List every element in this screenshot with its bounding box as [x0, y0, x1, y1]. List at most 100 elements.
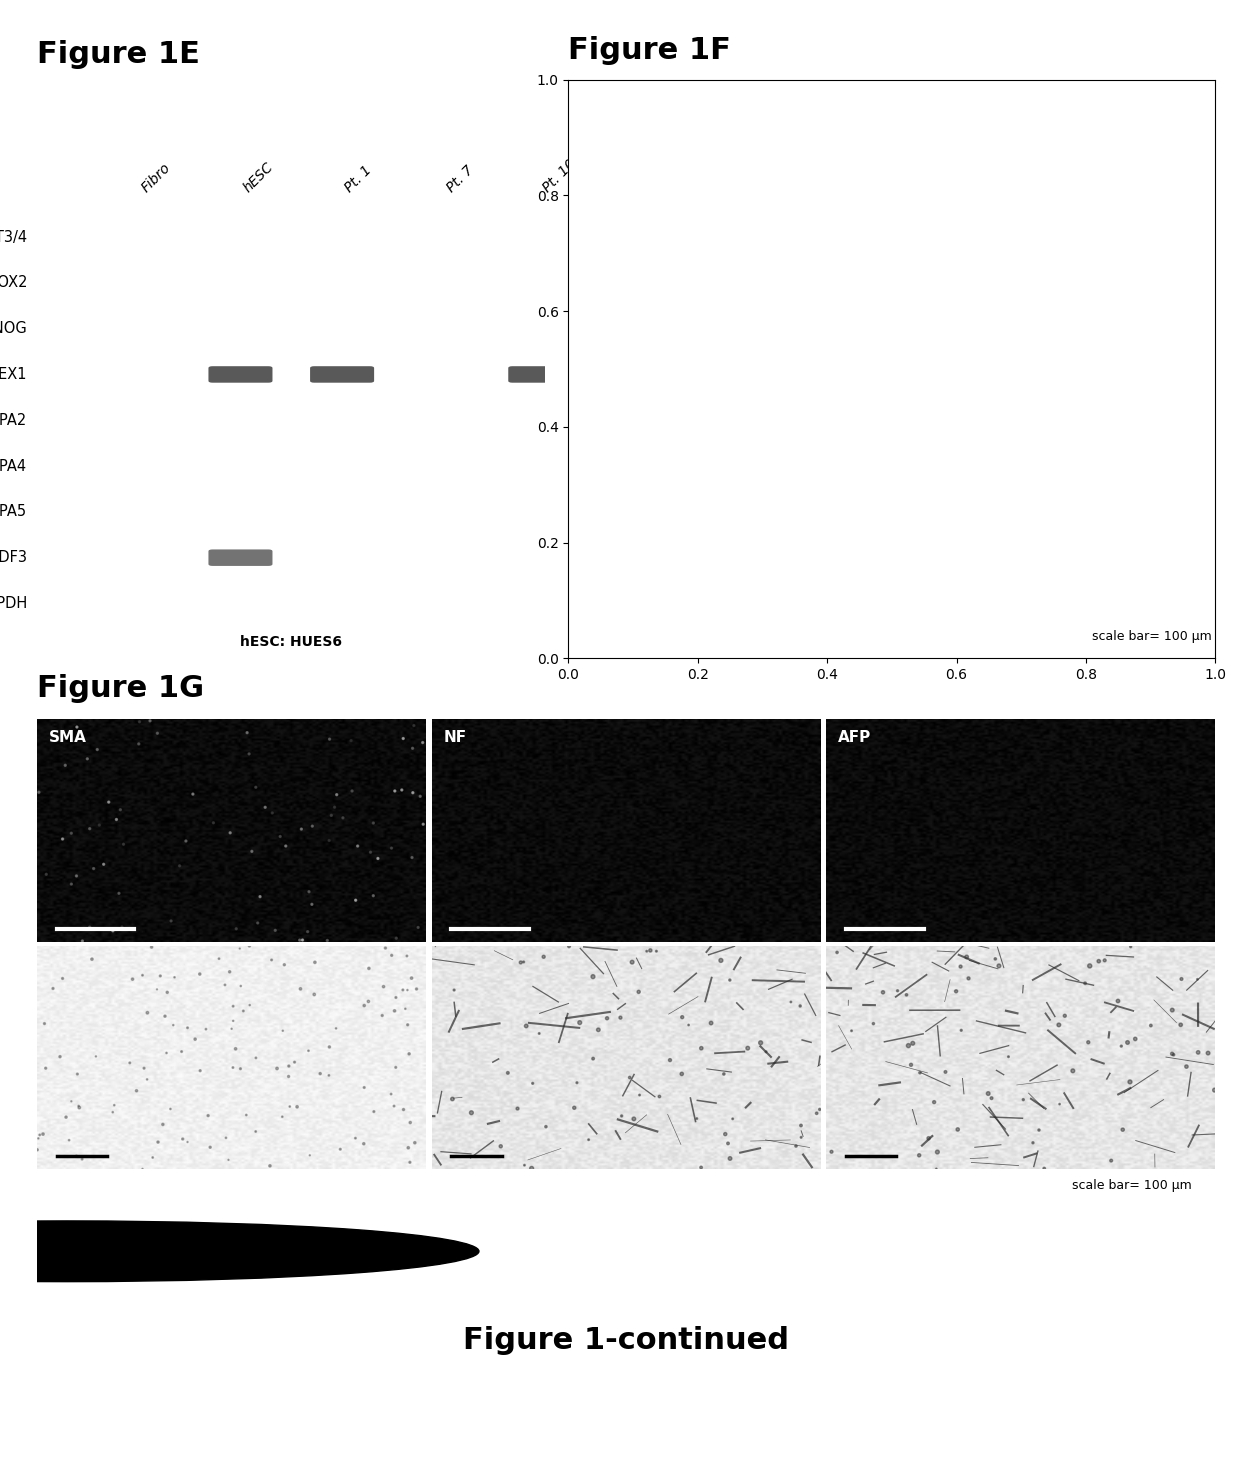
Point — [1081, 304, 1101, 328]
Point — [1101, 163, 1121, 187]
Point — [1145, 581, 1164, 605]
Point — [1148, 523, 1168, 547]
Point — [1148, 556, 1168, 580]
Point — [618, 500, 637, 523]
Point — [622, 500, 642, 523]
Point — [662, 203, 682, 227]
Point — [663, 365, 683, 389]
Point — [645, 356, 665, 380]
Point — [564, 1096, 584, 1120]
Point — [657, 181, 677, 205]
Point — [1114, 436, 1133, 460]
Point — [666, 350, 686, 374]
Point — [1118, 397, 1138, 421]
Point — [1122, 383, 1142, 406]
Point — [662, 377, 682, 400]
Point — [1121, 222, 1141, 246]
Point — [1138, 608, 1158, 632]
Point — [630, 176, 650, 200]
Point — [1106, 111, 1126, 135]
Point — [1059, 176, 1079, 200]
Point — [1064, 168, 1084, 191]
Point — [1037, 316, 1056, 340]
Point — [1089, 368, 1109, 392]
Point — [696, 341, 715, 365]
Point — [317, 928, 337, 952]
Point — [107, 808, 126, 832]
Point — [1106, 160, 1126, 184]
Point — [639, 523, 658, 547]
Point — [620, 347, 640, 371]
Point — [1104, 561, 1123, 584]
Point — [1105, 316, 1125, 340]
Point — [650, 217, 670, 240]
Point — [677, 371, 697, 394]
Text: NANOG: NANOG — [577, 87, 631, 101]
Point — [1168, 328, 1188, 351]
Point — [640, 162, 660, 185]
Point — [618, 185, 637, 209]
Point — [1107, 190, 1127, 214]
Point — [1079, 329, 1099, 353]
Point — [1117, 105, 1137, 129]
Point — [1123, 360, 1143, 384]
Point — [689, 350, 709, 374]
Point — [1116, 346, 1136, 369]
Point — [1094, 359, 1114, 383]
Point — [1102, 540, 1122, 564]
Point — [639, 172, 658, 196]
Point — [1111, 110, 1131, 133]
Point — [1101, 228, 1121, 252]
Point — [1107, 365, 1127, 389]
Point — [653, 369, 673, 393]
Point — [1094, 172, 1114, 196]
Point — [615, 509, 635, 532]
Point — [1099, 389, 1118, 412]
Text: Merge: Merge — [1011, 282, 1058, 294]
Point — [1158, 581, 1178, 605]
Point — [1097, 159, 1117, 182]
Point — [1089, 949, 1109, 973]
Point — [1116, 329, 1136, 353]
Point — [1101, 392, 1121, 415]
Point — [590, 347, 610, 371]
Point — [150, 964, 170, 988]
Point — [1106, 197, 1126, 221]
Point — [635, 521, 655, 544]
Point — [1050, 119, 1070, 142]
Point — [629, 147, 649, 171]
Point — [1109, 564, 1128, 587]
Point — [635, 402, 655, 426]
Point — [624, 211, 644, 234]
Point — [593, 360, 613, 384]
Point — [1039, 384, 1059, 408]
Point — [1039, 308, 1059, 332]
Point — [645, 122, 665, 145]
Point — [1030, 386, 1050, 409]
Point — [946, 979, 966, 1003]
Point — [595, 151, 615, 175]
Point — [1083, 301, 1102, 325]
Point — [1131, 544, 1151, 568]
Point — [639, 144, 658, 168]
Point — [1100, 578, 1120, 602]
FancyBboxPatch shape — [408, 458, 480, 475]
Point — [1105, 340, 1125, 363]
Point — [1104, 166, 1123, 190]
Point — [1138, 372, 1158, 396]
Point — [639, 172, 658, 196]
Point — [620, 504, 640, 528]
Point — [675, 369, 694, 393]
Point — [1115, 196, 1135, 219]
FancyBboxPatch shape — [205, 274, 277, 291]
Point — [1079, 564, 1099, 587]
Point — [672, 369, 692, 393]
Point — [629, 550, 649, 574]
Point — [1101, 359, 1121, 383]
Point — [1114, 564, 1133, 587]
Point — [1121, 349, 1141, 372]
Point — [1099, 166, 1118, 190]
Point — [632, 357, 652, 381]
Point — [1168, 325, 1188, 349]
Point — [670, 369, 689, 393]
